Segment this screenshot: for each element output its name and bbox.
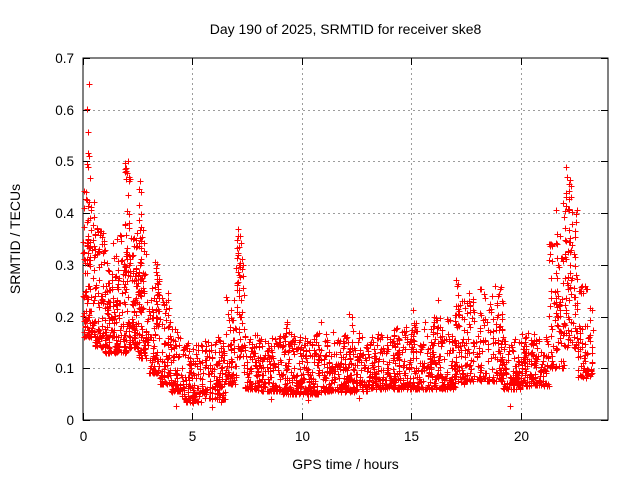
y-tick-label: 0.3	[55, 258, 74, 273]
scatter-points	[80, 81, 597, 411]
tick-labels: 0 5 10 15 20 0 0.1 0.2 0.3 0.4 0.5 0.6 0.7	[55, 51, 529, 444]
y-tick-label: 0	[66, 413, 74, 428]
y-tick-label: 0.4	[55, 206, 74, 221]
y-tick-label: 0.1	[55, 361, 74, 376]
y-tick-label: 0.7	[55, 51, 74, 66]
y-tick-label: 0.2	[55, 310, 74, 325]
x-tick-label: 15	[404, 429, 419, 444]
y-tick-label: 0.5	[55, 154, 74, 169]
x-tick-label: 10	[295, 429, 310, 444]
plot-border	[82, 57, 609, 421]
chart-title: Day 190 of 2025, SRMTID for receiver ske…	[209, 21, 482, 37]
y-tick-label: 0.6	[55, 103, 74, 118]
x-tick-label: 5	[189, 429, 197, 444]
x-tick-label: 20	[514, 429, 529, 444]
x-tick-label: 0	[80, 429, 88, 444]
x-axis-label: GPS time / hours	[292, 456, 399, 472]
